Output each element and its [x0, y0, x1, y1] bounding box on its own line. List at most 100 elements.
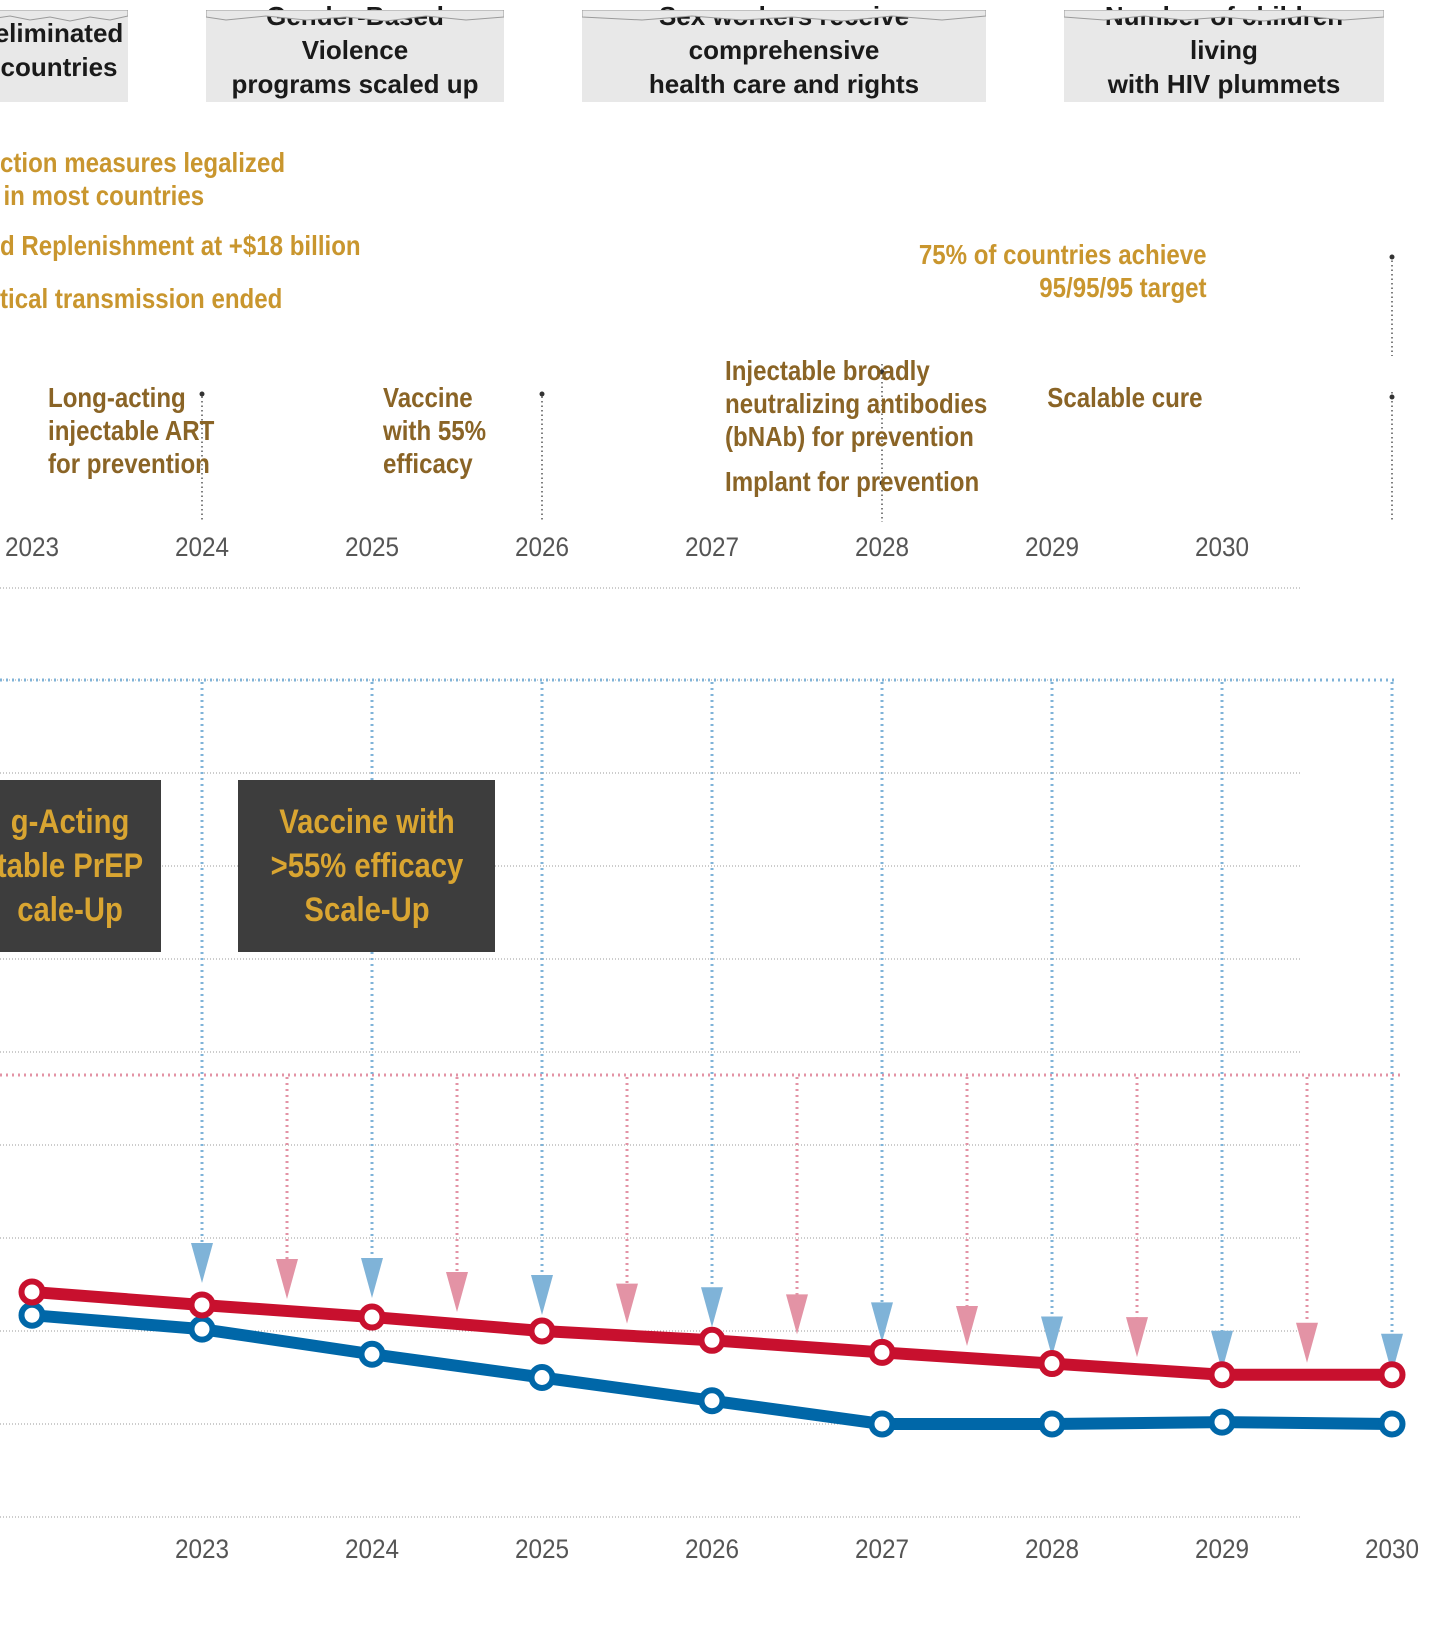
banner-line: Gender-Based Violence [266, 1, 444, 65]
torn-edge [206, 10, 504, 22]
red-arrow-head [276, 1259, 298, 1300]
milestone-bnab: Injectable broadly neutralizing antibodi… [725, 354, 987, 453]
blue-arrow-head [531, 1275, 553, 1315]
red-series-point [188, 1291, 216, 1319]
milestone-line: (bNAb) for prevention [725, 421, 974, 452]
milestone-line: Injectable broadly [725, 355, 930, 386]
milestone-line: Implant for prevention [725, 466, 980, 497]
milestone-line: in most countries [3, 180, 205, 211]
blue-arrow-head [1041, 1316, 1063, 1357]
bottom-year-label: 2026 [684, 1534, 740, 1564]
milestone-harm-reduction: ction measures legalized in most countri… [0, 146, 285, 212]
blue-arrow-head [701, 1287, 723, 1328]
scaleup-line: Vaccine with [278, 803, 455, 841]
top-year-label: 2025 [344, 532, 400, 562]
milestone-line: Vaccine [383, 382, 473, 413]
milestone-line: tical transmission ended [0, 283, 283, 314]
banner-line: eliminated [0, 18, 124, 48]
bottom-year-label: 2030 [1364, 1534, 1420, 1564]
blue-series-point [18, 1301, 46, 1329]
blue-series-point [528, 1364, 556, 1391]
milestone-dot [1389, 394, 1395, 400]
milestone-vertical-transmission: tical transmission ended [0, 282, 282, 315]
milestone-replenishment: d Replenishment at +$18 billion [0, 229, 361, 262]
milestone-scalable-cure: Scalable cure [1048, 381, 1203, 414]
top-year-label: 2026 [514, 532, 570, 562]
red-series-point [1208, 1361, 1236, 1389]
blue-series-point [698, 1387, 726, 1415]
banner-line: health care and rights [648, 69, 920, 99]
red-series-point [1378, 1361, 1406, 1389]
torn-edge [1064, 10, 1384, 22]
blue-arrow-head [1211, 1330, 1233, 1371]
banner-gbv: Gender-Based Violence programs scaled up [206, 1, 504, 102]
red-series-point [1038, 1350, 1066, 1378]
red-arrow-head [956, 1305, 978, 1346]
bottom-year-label: 2023 [174, 1534, 230, 1564]
red-arrow-head [1126, 1317, 1148, 1358]
blue-series-point [188, 1315, 216, 1343]
milestone-line: Scalable cure [1047, 382, 1203, 413]
torn-edge [582, 10, 986, 22]
top-year-label: 2030 [1194, 532, 1250, 562]
top-year-label: 2023 [4, 532, 60, 562]
milestone-line: d Replenishment at +$18 billion [0, 230, 361, 261]
milestone-long-acting-art: Long-acting injectable ART for preventio… [48, 381, 214, 480]
milestone-dot [879, 480, 885, 486]
milestone-dot [879, 369, 885, 375]
milestone-95-target: 75% of countries achieve 95/95/95 target [919, 238, 1207, 304]
scaleup-box-vaccine: Vaccine with >55% efficacy Scale-Up [238, 780, 495, 952]
milestone-dot [199, 391, 205, 397]
milestone-line: with 55% [383, 415, 487, 446]
top-year-label: 2024 [174, 532, 230, 562]
milestone-implant: Implant for prevention [725, 465, 979, 498]
milestone-line: neutralizing antibodies [725, 388, 988, 419]
blue-arrow-head [871, 1302, 893, 1343]
scaleup-box-prep: g-Acting table PrEP cale-Up [0, 780, 161, 952]
red-series-point [698, 1326, 726, 1354]
torn-edge [0, 10, 128, 22]
red-arrow-head [616, 1283, 638, 1324]
blue-series-point [1378, 1410, 1406, 1438]
banner-sex-workers: Sex workers receive comprehensivehealth … [582, 1, 986, 102]
red-arrow-head [1296, 1322, 1318, 1363]
milestone-line: 75% of countries achieve [919, 239, 1207, 270]
red-arrow-head [446, 1272, 468, 1313]
banner-elimination: eliminated countries [0, 10, 128, 102]
banner-line: with HIV plummets [1107, 69, 1341, 99]
scaleup-line: table PrEP [0, 847, 144, 885]
banner-line: programs scaled up [231, 69, 479, 99]
top-year-label: 2028 [854, 532, 910, 562]
bottom-year-label: 2027 [854, 1534, 910, 1564]
scaleup-line: g-Acting [11, 803, 130, 841]
milestone-line: for prevention [48, 448, 210, 479]
scaleup-line: Scale-Up [303, 891, 430, 929]
red-series-point [868, 1338, 896, 1366]
milestone-dot [1389, 254, 1395, 260]
milestone-vaccine-55: Vaccine with 55% efficacy [383, 381, 486, 480]
milestone-line: injectable ART [48, 415, 215, 446]
red-series-point [18, 1278, 46, 1306]
bottom-year-label: 2025 [514, 1534, 570, 1564]
blue-arrow-head [361, 1258, 383, 1299]
red-arrow-head [786, 1294, 808, 1335]
bottom-year-label: 2029 [1194, 1534, 1250, 1564]
banner-line: countries [0, 52, 118, 82]
scaleup-line: >55% efficacy [270, 847, 463, 885]
red-series-point [528, 1317, 556, 1345]
top-year-label: 2027 [684, 532, 740, 562]
blue-series-point [1038, 1410, 1066, 1438]
red-series-point [358, 1303, 386, 1331]
blue-arrow-head [1381, 1333, 1403, 1374]
blue-series-point [1208, 1408, 1236, 1436]
blue-arrow-head [191, 1242, 213, 1283]
milestone-line: Long-acting [48, 382, 186, 413]
blue-series-point [358, 1340, 386, 1368]
milestone-line: ction measures legalized [0, 147, 286, 178]
milestone-dot [539, 391, 545, 397]
scaleup-line: cale-Up [17, 891, 124, 929]
top-year-label: 2029 [1024, 532, 1080, 562]
